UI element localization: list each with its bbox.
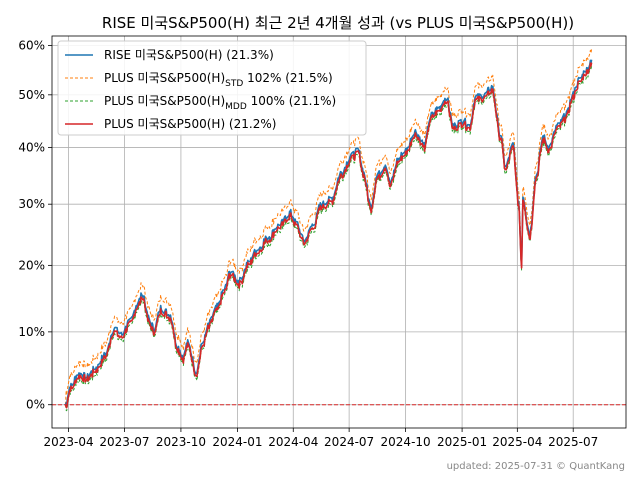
legend-label-suffix: 102% (21.5%): [243, 71, 332, 85]
legend-label-3: PLUS 미국S&P500(H) (21.2%): [104, 117, 276, 131]
series-layer: [64, 49, 593, 412]
y-tick-label: 30%: [18, 197, 45, 211]
x-tick-label: 2023-04: [44, 435, 94, 449]
legend-label-suffix: 100% (21.1%): [247, 94, 336, 108]
y-tick-label: 20%: [18, 258, 45, 272]
chart-title: RISE 미국S&P500(H) 최근 2년 4개월 성과 (vs PLUS 미…: [102, 14, 574, 32]
chart-footer: updated: 2025-07-31 © QuantKang: [447, 461, 625, 472]
y-axis-ticks: 0% 10% 20% 30% 40% 50% 60%: [18, 38, 52, 412]
x-tick-label: 2024-10: [381, 435, 431, 449]
y-tick-label: 0%: [26, 398, 45, 412]
y-tick-label: 60%: [18, 38, 45, 52]
y-tick-label: 10%: [18, 325, 45, 339]
plot-frame: [51, 35, 627, 429]
legend-label-name: PLUS 미국S&P500(H): [104, 94, 225, 108]
legend-label-0: RISE 미국S&P500(H) (21.3%): [104, 48, 274, 62]
series-line-3: [64, 62, 593, 409]
legend-label-name: PLUS 미국S&P500(H) (21.2%): [104, 117, 276, 131]
legend-label-1: PLUS 미국S&P500(H)STD 102% (21.5%): [104, 71, 333, 89]
x-tick-label: 2025-04: [492, 435, 542, 449]
y-tick-label: 50%: [18, 88, 45, 102]
x-tick-label: 2024-07: [324, 435, 374, 449]
y-tick-label: 40%: [18, 141, 45, 155]
legend-label-subscript: MDD: [225, 102, 247, 112]
legend-label-2: PLUS 미국S&P500(H)MDD 100% (21.1%): [104, 94, 336, 112]
legend-label-subscript: STD: [225, 79, 243, 89]
x-tick-label: 2025-01: [437, 435, 487, 449]
x-tick-label: 2024-04: [268, 435, 318, 449]
legend-label-name: RISE 미국S&P500(H) (21.3%): [104, 48, 274, 62]
legend: RISE 미국S&P500(H) (21.3%) PLUS 미국S&P500(H)…: [57, 40, 367, 136]
series-line-1: [65, 49, 593, 405]
legend-label-name: PLUS 미국S&P500(H): [104, 71, 225, 85]
x-tick-label: 2024-01: [212, 435, 262, 449]
x-tick-label: 2023-07: [99, 435, 149, 449]
x-axis-ticks: 2023-04 2023-07 2023-10 2024-01 2024-04 2024-…: [44, 428, 598, 449]
legend-items: RISE 미국S&P500(H) (21.3%) PLUS 미국S&P500(H)…: [65, 48, 336, 131]
x-tick-label: 2025-07: [548, 435, 598, 449]
x-tick-label: 2023-10: [156, 435, 206, 449]
legend-box: [57, 40, 367, 136]
